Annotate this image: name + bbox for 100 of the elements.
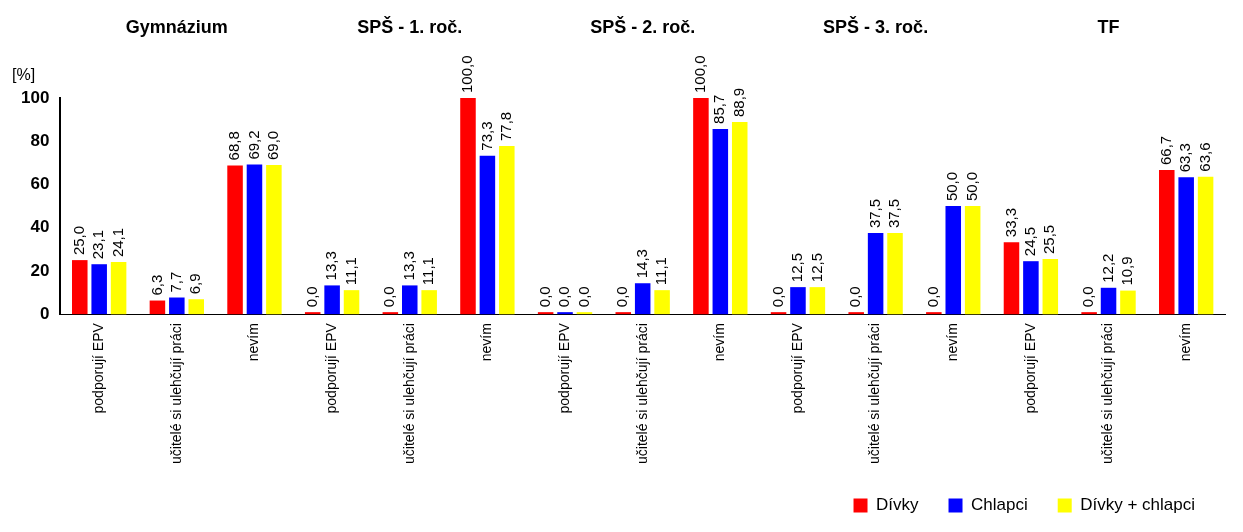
bar <box>926 312 942 315</box>
y-tick-label: 20 <box>30 260 50 280</box>
data-label: 50,0 <box>962 171 980 202</box>
text: Gymnázium <box>125 16 228 37</box>
data-label: 24,5 <box>1021 226 1039 257</box>
bar <box>72 260 88 315</box>
bar <box>266 165 282 315</box>
data-label: 68,8 <box>225 131 243 161</box>
bar <box>1003 242 1020 315</box>
bar <box>557 312 573 315</box>
x-tick-label: nevím <box>944 323 961 362</box>
x-tick-label: učitelé si ulehčují práci <box>1099 323 1116 465</box>
data-label: 33,3 <box>1001 207 1019 238</box>
bar <box>401 285 418 315</box>
bar <box>1159 169 1175 315</box>
data-label: 100,0 <box>691 55 709 93</box>
bar <box>1197 176 1214 315</box>
bar <box>809 287 826 315</box>
data-label: 13,3 <box>399 251 417 281</box>
data-label: 12,5 <box>807 252 825 283</box>
x-tick-label: učitelé si ulehčují práci <box>866 323 883 465</box>
bar <box>887 233 903 315</box>
bar <box>169 297 185 315</box>
data-label: 14,3 <box>632 249 650 279</box>
bar <box>1100 287 1117 315</box>
data-label: 63,6 <box>1195 142 1213 172</box>
data-label: 0,0 <box>574 286 592 308</box>
data-label: 0,0 <box>302 286 320 308</box>
text: SPŠ - 1. roč. <box>357 15 463 37</box>
data-label: 12,2 <box>1098 253 1116 283</box>
data-label: 66,7 <box>1156 135 1174 165</box>
legend-label: Dívky <box>876 495 920 515</box>
data-label: 85,7 <box>710 94 728 124</box>
data-label: 0,0 <box>1079 286 1097 308</box>
bar <box>324 285 340 315</box>
bar <box>867 233 884 315</box>
x-tick-label: nevím <box>245 323 262 362</box>
data-label: 13,3 <box>322 251 340 281</box>
bar <box>1178 177 1194 315</box>
legend-label: Dívky + chlapci <box>1080 495 1196 515</box>
data-label: 0,0 <box>613 286 631 308</box>
x-tick-label: podporují EPV <box>90 322 107 414</box>
x-tick-label: učitelé si ulehčují práci <box>400 323 417 465</box>
bar <box>1042 259 1059 315</box>
bar <box>712 128 729 315</box>
bar <box>149 300 166 315</box>
bar <box>1081 312 1097 315</box>
text: SPŠ - 2. roč. <box>590 15 696 37</box>
data-label: 0,0 <box>380 286 398 308</box>
text: SPŠ - 3. roč. <box>823 15 929 37</box>
data-label: 88,9 <box>729 87 747 117</box>
data-label: 69,2 <box>244 130 262 160</box>
x-tick-label: učitelé si ulehčují práci <box>167 323 184 465</box>
data-label: 0,0 <box>535 286 553 308</box>
data-label: 23,1 <box>89 230 107 260</box>
legend-label: Chlapci <box>971 495 1028 515</box>
data-label: 77,8 <box>496 111 514 141</box>
x-tick-label: podporují EPV <box>555 322 572 414</box>
y-tick-label: 60 <box>30 174 50 194</box>
bar <box>188 299 204 315</box>
bar <box>1023 261 1039 315</box>
x-tick-label: učitelé si ulehčují práci <box>633 323 650 465</box>
bar <box>654 290 670 315</box>
bar <box>634 283 651 315</box>
data-label: 11,1 <box>419 257 437 286</box>
data-label: 25,0 <box>69 225 87 256</box>
data-label: 11,1 <box>652 257 670 286</box>
data-label: 63,3 <box>1176 143 1194 173</box>
data-label: 7,7 <box>166 271 184 293</box>
x-tick-label: podporují EPV <box>322 322 339 414</box>
data-label: 37,5 <box>885 198 903 229</box>
bar <box>945 206 962 315</box>
data-label: 0,0 <box>846 286 864 308</box>
text: TF <box>1097 16 1120 37</box>
bar <box>460 98 476 315</box>
data-label: 6,9 <box>186 273 204 295</box>
bar <box>770 312 787 315</box>
bar <box>693 98 709 315</box>
bar <box>421 290 437 315</box>
x-tick-label: podporují EPV <box>1021 322 1038 414</box>
bar <box>227 165 243 315</box>
data-label: 24,1 <box>108 227 126 258</box>
data-label: 10,9 <box>1118 256 1136 286</box>
bar <box>848 312 864 315</box>
data-label: 0,0 <box>923 286 941 308</box>
x-tick-label: nevím <box>711 323 728 362</box>
bar <box>731 121 748 315</box>
data-label: 37,5 <box>865 198 883 229</box>
data-label: 69,0 <box>264 130 282 161</box>
bar <box>537 312 554 315</box>
bar <box>1120 290 1136 315</box>
data-label: 0,0 <box>555 286 573 308</box>
data-label: 25,5 <box>1040 224 1058 255</box>
x-tick-label: nevím <box>1177 323 1194 362</box>
bar <box>964 206 981 315</box>
y-tick-label: 80 <box>30 130 50 150</box>
bar <box>246 164 263 315</box>
y-tick-label: 0 <box>39 303 50 323</box>
x-tick-label: podporují EPV <box>788 322 805 414</box>
data-label: 11,1 <box>341 257 359 286</box>
